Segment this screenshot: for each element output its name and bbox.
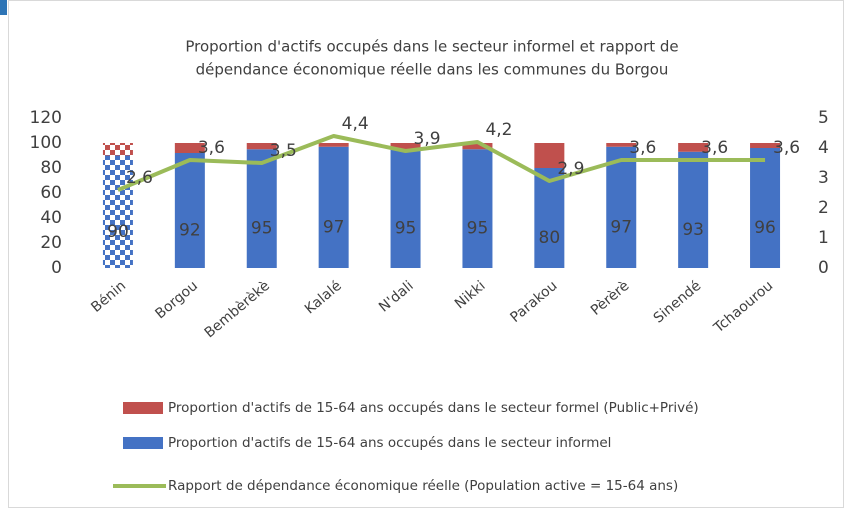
line-label: 3,5 <box>270 141 297 161</box>
legend-label: Proportion d'actifs de 15-64 ans occupés… <box>168 400 699 416</box>
bar <box>678 143 709 152</box>
line-label: 3,6 <box>629 138 656 158</box>
y-tick-label: 100 <box>30 133 62 153</box>
bar <box>462 149 493 268</box>
legend-swatch <box>123 437 163 449</box>
line-label: 3,6 <box>701 138 728 158</box>
line-label: 3,6 <box>198 138 225 158</box>
bar-label: 96 <box>754 218 776 238</box>
bar <box>534 143 565 168</box>
bar-label: 95 <box>467 219 489 239</box>
bar <box>246 149 277 268</box>
bar <box>678 151 709 268</box>
bar <box>606 146 637 268</box>
bar <box>246 143 277 150</box>
bar-label: 92 <box>179 221 201 241</box>
bar <box>390 143 421 150</box>
y-tick-label: 80 <box>40 158 62 178</box>
y-tick-label: 40 <box>40 208 62 228</box>
bar <box>102 155 133 268</box>
y2-tick-label: 1 <box>818 228 829 248</box>
y2-tick-label: 4 <box>818 138 829 158</box>
y2-tick-label: 2 <box>818 198 829 218</box>
bar-label: 93 <box>682 220 704 240</box>
bar-label: 80 <box>539 228 561 248</box>
bar <box>390 149 421 268</box>
chart-title: dépendance économique réelle dans les co… <box>196 61 669 79</box>
line-label: 4,2 <box>485 120 512 140</box>
bar <box>102 143 133 156</box>
bar <box>750 143 781 148</box>
legend-label: Rapport de dépendance économique réelle … <box>168 478 678 494</box>
bar <box>606 143 637 147</box>
bar <box>174 153 205 268</box>
line <box>117 134 766 192</box>
bar-label: 90 <box>107 222 129 242</box>
bar-label: 95 <box>251 219 273 239</box>
line-label: 4,4 <box>342 114 369 134</box>
y-tick-label: 0 <box>51 258 62 278</box>
y2-tick-label: 3 <box>818 168 829 188</box>
y2-tick-label: 0 <box>818 258 829 278</box>
line-label: 3,9 <box>414 129 441 149</box>
corner-marker <box>0 0 7 15</box>
y2-tick-label: 5 <box>818 108 829 128</box>
line-label: 3,6 <box>773 138 800 158</box>
y-tick-label: 120 <box>30 108 62 128</box>
y-tick-label: 60 <box>40 183 62 203</box>
chart-title: Proportion d'actifs occupés dans le sect… <box>185 38 678 56</box>
bar <box>462 143 493 150</box>
bar <box>318 146 349 268</box>
bar-label: 97 <box>323 217 345 237</box>
line-label: 2,6 <box>126 168 153 188</box>
bar <box>174 143 205 153</box>
bar <box>318 143 349 147</box>
bar <box>534 168 565 268</box>
y-tick-label: 20 <box>40 233 62 253</box>
legend-label: Proportion d'actifs de 15-64 ans occupés… <box>168 435 611 451</box>
bar-label: 97 <box>610 217 632 237</box>
bar <box>750 148 781 268</box>
legend-swatch <box>123 402 163 414</box>
line-label: 2,9 <box>557 159 584 179</box>
bar-label: 95 <box>395 219 417 239</box>
